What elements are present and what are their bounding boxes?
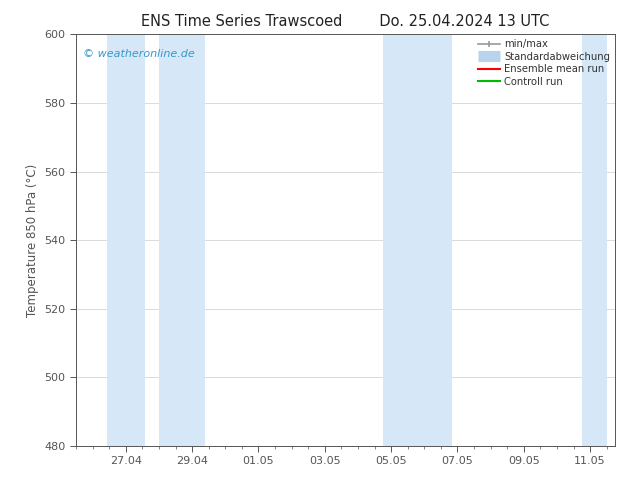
Legend: min/max, Standardabweichung, Ensemble mean run, Controll run: min/max, Standardabweichung, Ensemble me… (476, 37, 612, 89)
Bar (383, 34, 410, 446)
Bar (107, 34, 145, 446)
Bar (410, 34, 452, 446)
Bar (582, 34, 607, 446)
Y-axis label: Temperature 850 hPa (°C): Temperature 850 hPa (°C) (26, 164, 39, 317)
Title: ENS Time Series Trawscoed        Do. 25.04.2024 13 UTC: ENS Time Series Trawscoed Do. 25.04.2024… (141, 14, 550, 29)
Bar (159, 34, 205, 446)
Text: © weatheronline.de: © weatheronline.de (82, 49, 194, 59)
